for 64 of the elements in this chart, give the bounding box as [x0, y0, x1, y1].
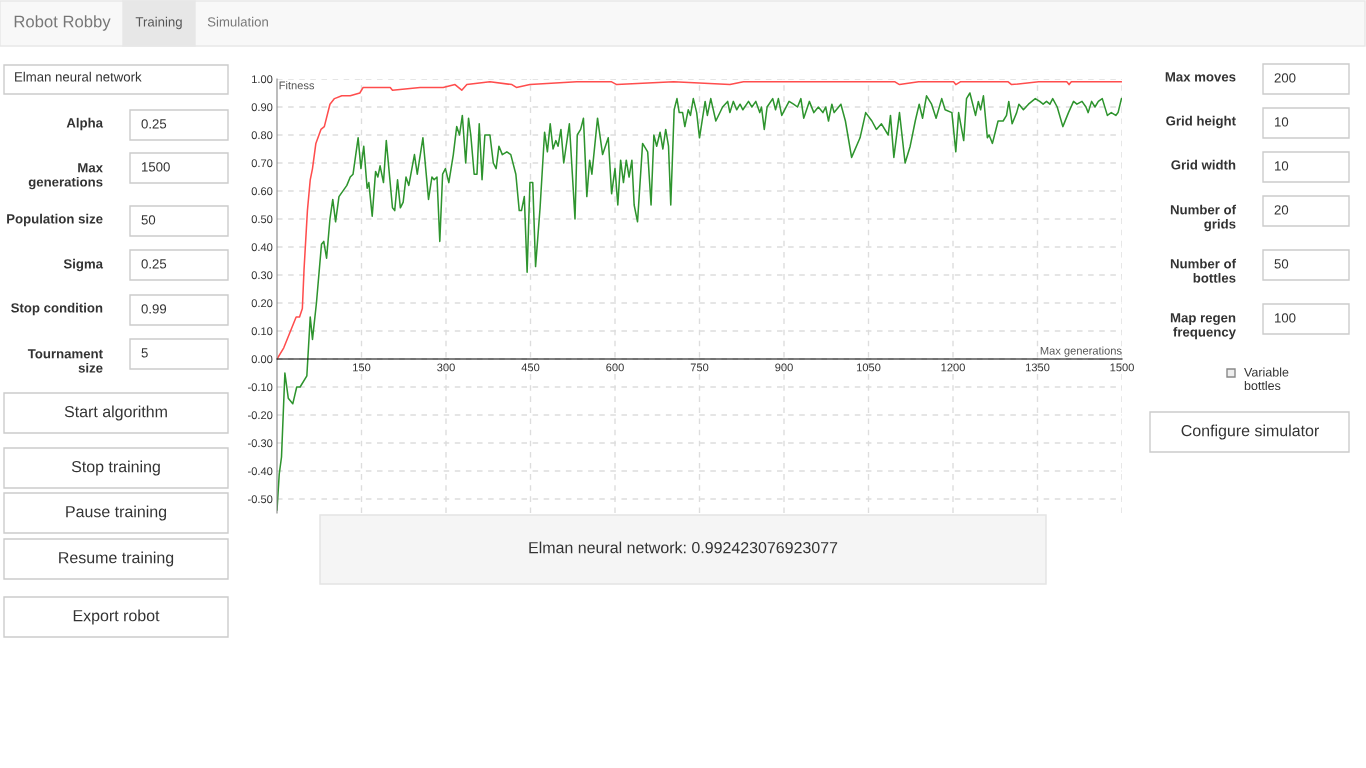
y-tick-label: 0.50 — [251, 215, 273, 224]
text: Elman neural network — [15, 71, 142, 82]
text: 20 — [1274, 205, 1289, 215]
text: Stop training — [71, 460, 160, 476]
y-tick-label: -0.40 — [248, 467, 273, 476]
x-tick-label: 1350 — [1025, 363, 1050, 372]
text: 0.25 — [141, 119, 167, 129]
text: Configure simulator — [1181, 424, 1319, 440]
y-tick-label: -0.10 — [248, 383, 273, 392]
x-tick-label: 450 — [521, 363, 540, 372]
y-tick-label: -0.20 — [248, 411, 273, 420]
y-tick-label: -0.50 — [248, 495, 273, 504]
text: 10 — [1275, 161, 1289, 171]
text: Grid height — [1166, 115, 1236, 129]
text: Export robot — [73, 609, 160, 625]
text: 200 — [1274, 73, 1296, 83]
x-tick-label: 150 — [353, 363, 371, 372]
y-tick-label: 1.00 — [252, 75, 273, 84]
y-tick-label: 0.60 — [251, 187, 273, 196]
x-tick-label: 1200 — [941, 363, 965, 372]
text: 0.99 — [141, 304, 167, 314]
text: Alpha — [66, 117, 104, 131]
text: 10 — [1275, 117, 1289, 127]
text: Sigma — [63, 258, 104, 272]
text: Stop condition — [11, 302, 103, 316]
text: Training — [135, 16, 182, 30]
x-tick-label: 1050 — [856, 363, 881, 372]
y-tick-label: 0.10 — [251, 327, 273, 336]
text: 1500 — [142, 162, 170, 172]
text: Number of bottles — [1170, 258, 1237, 283]
text: Robot Robby — [14, 15, 111, 31]
text: Pause training — [66, 505, 167, 521]
text: 50 — [141, 215, 156, 225]
text: Start algorithm — [64, 405, 167, 421]
text: Number of grids — [1170, 204, 1237, 232]
y-tick-label: 0.30 — [251, 271, 273, 280]
text: Grid width — [1171, 159, 1236, 170]
y-tick-label: 0.40 — [251, 243, 273, 252]
text: 100 — [1275, 313, 1296, 323]
x-tick-label: 750 — [690, 363, 709, 372]
text: Max generations — [28, 163, 103, 190]
x-tick-label: 300 — [437, 363, 455, 372]
y-tick-label: 0.20 — [251, 299, 273, 308]
text: 50 — [1274, 259, 1289, 269]
text: 0.25 — [141, 259, 167, 269]
text: Simulation — [207, 16, 268, 27]
text: Max moves — [1165, 72, 1236, 82]
y-tick-label: -0.30 — [248, 439, 273, 448]
text: 5 — [141, 348, 148, 358]
text: Population size — [7, 213, 103, 227]
y-axis-title: Fitness — [279, 81, 315, 90]
text: Resume training — [59, 551, 174, 567]
y-tick-label: 0.00 — [251, 355, 273, 364]
x-tick-label: 1500 — [1110, 363, 1134, 372]
x-tick-label: 900 — [775, 363, 793, 372]
text: Map regen frequency — [1170, 313, 1236, 340]
text: Tournament size — [27, 349, 103, 373]
text: Variable bottles — [1244, 367, 1289, 391]
y-tick-label: 0.90 — [251, 103, 273, 112]
text: Elman neural network: 0.992423076923077 — [529, 541, 838, 554]
x-axis-title: Max generations — [1040, 346, 1122, 357]
y-tick-label: 0.80 — [251, 131, 273, 140]
y-tick-label: 0.70 — [251, 159, 273, 168]
x-tick-label: 600 — [606, 363, 624, 372]
